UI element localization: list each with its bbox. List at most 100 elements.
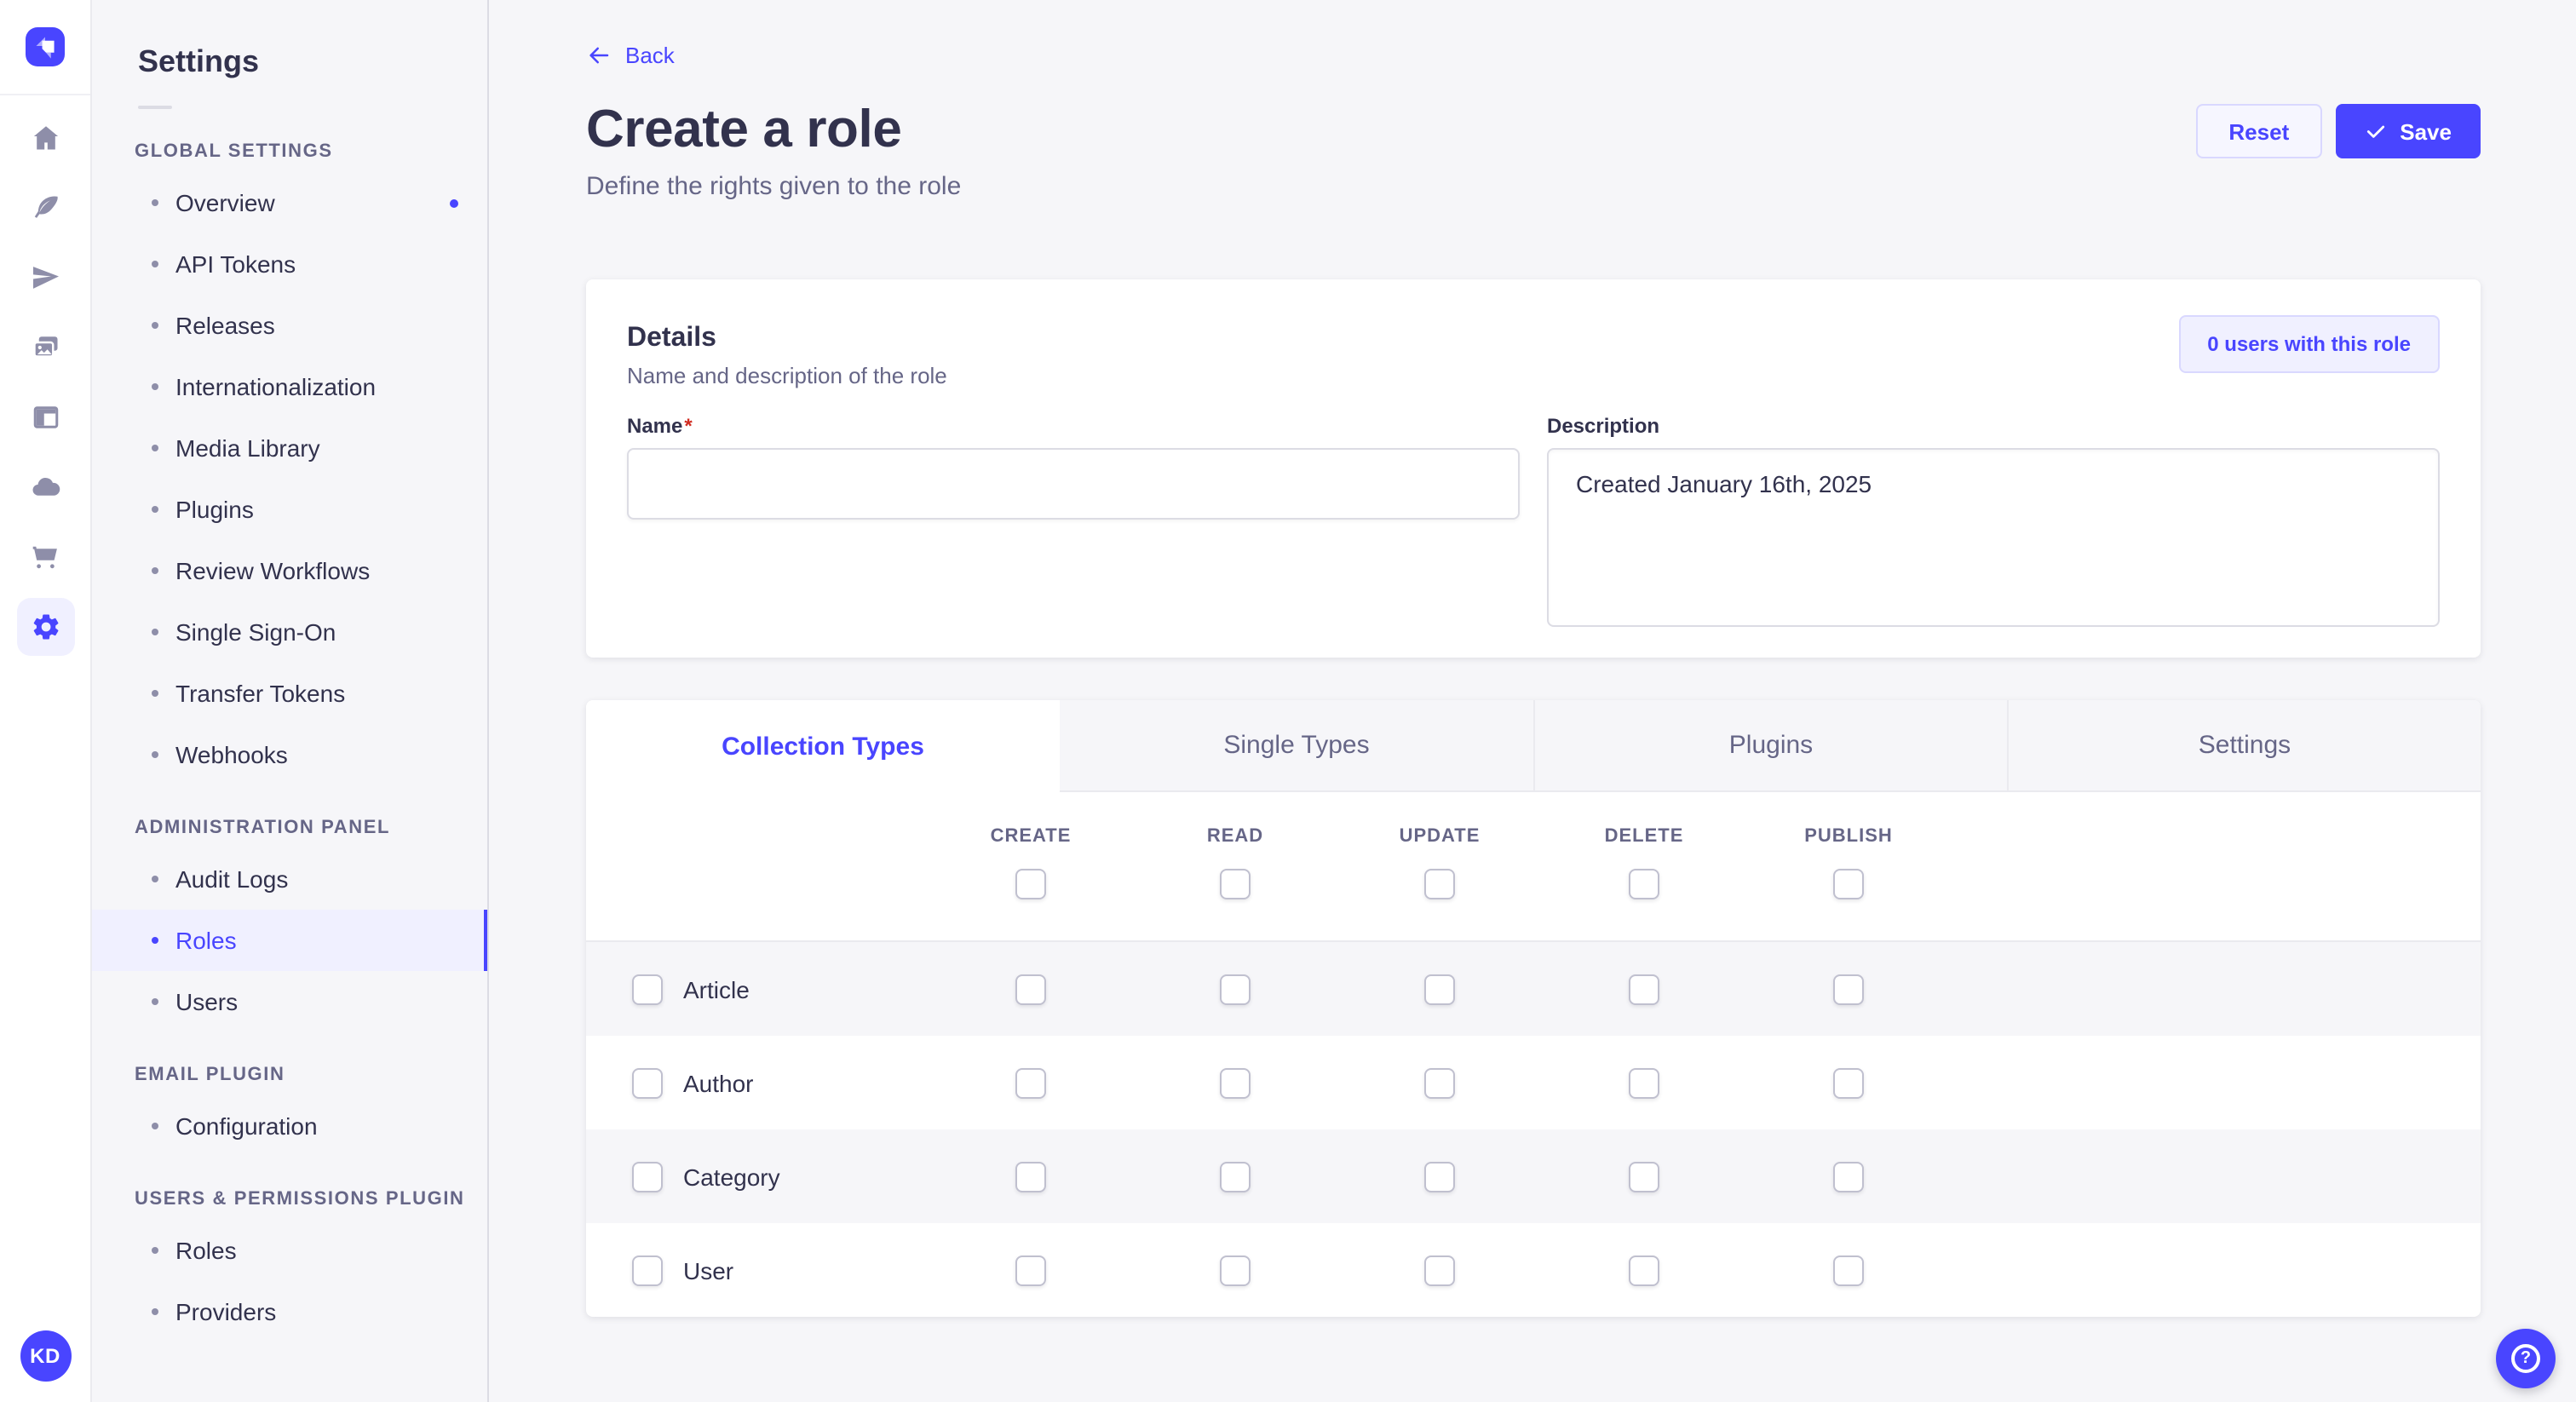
section-administration-panel: ADMINISTRATION PANEL Audit Logs Roles Us… <box>92 818 487 1032</box>
sidebar-item-label: Internationalization <box>175 373 377 400</box>
sidebar-item-label: Configuration <box>175 1112 318 1140</box>
description-textarea[interactable]: Created January 16th, 2025 <box>1547 448 2440 627</box>
home-icon <box>32 126 58 150</box>
checkbox-article-publish[interactable] <box>1833 974 1864 1004</box>
sidebar-item-label: Roles <box>175 927 237 954</box>
rail-icon-list <box>16 109 74 656</box>
permissions-table-header: CREATE READ UPDATE DELETE PUBLISH <box>586 792 2481 942</box>
sidebar-item-review-workflows[interactable]: Review Workflows <box>92 540 487 601</box>
reset-button[interactable]: Reset <box>2196 104 2322 158</box>
select-all-delete-checkbox[interactable] <box>1629 869 1659 899</box>
checkbox-user-update[interactable] <box>1424 1255 1455 1285</box>
nav-settings-button[interactable] <box>16 598 74 656</box>
sidebar-item-transfer-tokens[interactable]: Transfer Tokens <box>92 663 487 724</box>
row-label: Article <box>683 975 750 1003</box>
bullet-icon <box>152 751 158 758</box>
checkbox-author-read[interactable] <box>1220 1067 1251 1098</box>
name-input[interactable] <box>627 448 1520 520</box>
nav-marketplace-button[interactable] <box>16 528 74 586</box>
sidebar-item-users[interactable]: Users <box>92 971 487 1032</box>
checkbox-author-update[interactable] <box>1424 1067 1455 1098</box>
checkbox-category-delete[interactable] <box>1629 1161 1659 1192</box>
checkbox-category-update[interactable] <box>1424 1161 1455 1192</box>
nav-cloud-button[interactable] <box>16 458 74 516</box>
checkbox-category-read[interactable] <box>1220 1161 1251 1192</box>
sidebar-item-label: Single Sign-On <box>175 618 336 646</box>
nav-rail: KD <box>0 0 92 1402</box>
sidebar-item-internationalization[interactable]: Internationalization <box>92 356 487 417</box>
checkbox-category-create[interactable] <box>1015 1161 1046 1192</box>
checkbox-user-publish[interactable] <box>1833 1255 1864 1285</box>
nav-home-button[interactable] <box>16 109 74 167</box>
nav-media-button[interactable] <box>16 319 74 376</box>
back-link[interactable]: Back <box>586 43 675 68</box>
user-avatar[interactable]: KD <box>20 1330 71 1382</box>
cloud-icon <box>32 477 60 496</box>
section-heading: ADMINISTRATION PANEL <box>135 818 391 838</box>
select-all-update-checkbox[interactable] <box>1424 869 1455 899</box>
nav-releases-button[interactable] <box>16 249 74 307</box>
sidebar-item-single-sign-on[interactable]: Single Sign-On <box>92 601 487 663</box>
sidebar-item-configuration[interactable]: Configuration <box>92 1095 487 1157</box>
sidebar-item-webhooks[interactable]: Webhooks <box>92 724 487 785</box>
bullet-icon <box>152 1308 158 1315</box>
checkbox-article-read[interactable] <box>1220 974 1251 1004</box>
bullet-icon <box>152 445 158 451</box>
tab-single-types[interactable]: Single Types <box>1060 700 1533 792</box>
row-select-article-checkbox[interactable] <box>632 974 663 1004</box>
details-card: Details Name and description of the role… <box>586 279 2481 658</box>
checkbox-user-create[interactable] <box>1015 1255 1046 1285</box>
checkbox-user-delete[interactable] <box>1629 1255 1659 1285</box>
select-all-create-checkbox[interactable] <box>1015 869 1046 899</box>
tab-settings[interactable]: Settings <box>2007 700 2481 792</box>
tab-plugins[interactable]: Plugins <box>1533 700 2007 792</box>
row-select-category-checkbox[interactable] <box>632 1161 663 1192</box>
checkbox-category-publish[interactable] <box>1833 1161 1864 1192</box>
checkbox-author-delete[interactable] <box>1629 1067 1659 1098</box>
checkbox-article-update[interactable] <box>1424 974 1455 1004</box>
bullet-icon <box>152 567 158 574</box>
row-label: User <box>683 1256 734 1284</box>
checkbox-user-read[interactable] <box>1220 1255 1251 1285</box>
description-label-text: Description <box>1547 414 1660 438</box>
feather-icon <box>33 196 57 218</box>
sidebar-item-label: Providers <box>175 1298 277 1325</box>
select-all-read-checkbox[interactable] <box>1220 869 1251 899</box>
checkbox-author-create[interactable] <box>1015 1067 1046 1098</box>
sidebar-item-audit-logs[interactable]: Audit Logs <box>92 848 487 910</box>
users-with-role-button[interactable]: 0 users with this role <box>2178 315 2440 373</box>
gear-icon <box>32 614 58 640</box>
sidebar-item-overview[interactable]: Overview <box>92 172 487 233</box>
tab-collection-types[interactable]: Collection Types <box>586 700 1060 792</box>
description-label: Description <box>1547 414 2440 438</box>
row-select-author-checkbox[interactable] <box>632 1067 663 1098</box>
checkbox-article-create[interactable] <box>1015 974 1046 1004</box>
sidebar-item-releases[interactable]: Releases <box>92 295 487 356</box>
permissions-table-body: Article Author <box>586 942 2481 1317</box>
required-asterisk: * <box>684 414 693 438</box>
help-button[interactable]: ? <box>2496 1329 2556 1388</box>
column-header-delete: DELETE <box>1604 826 1684 847</box>
section-email-plugin: EMAIL PLUGIN Configuration <box>92 1065 487 1157</box>
sidebar-item-label: Roles <box>175 1237 237 1264</box>
table-row-author: Author <box>586 1036 2481 1129</box>
nav-content-manager-button[interactable] <box>16 388 74 446</box>
nav-content-button[interactable] <box>16 179 74 237</box>
select-all-publish-checkbox[interactable] <box>1833 869 1864 899</box>
sidebar-item-up-roles[interactable]: Roles <box>92 1220 487 1281</box>
sidebar-item-roles[interactable]: Roles <box>92 910 487 971</box>
bullet-icon <box>152 1247 158 1254</box>
strapi-logo[interactable] <box>26 27 65 66</box>
checkbox-article-delete[interactable] <box>1629 974 1659 1004</box>
row-select-user-checkbox[interactable] <box>632 1255 663 1285</box>
sidebar-item-plugins[interactable]: Plugins <box>92 479 487 540</box>
sidebar-item-api-tokens[interactable]: API Tokens <box>92 233 487 295</box>
save-button[interactable]: Save <box>2335 104 2481 158</box>
sidebar-item-providers[interactable]: Providers <box>92 1281 487 1342</box>
column-header-update: UPDATE <box>1399 826 1481 847</box>
checkbox-author-publish[interactable] <box>1833 1067 1864 1098</box>
notification-dot <box>450 198 458 207</box>
sidebar-item-media-library[interactable]: Media Library <box>92 417 487 479</box>
header-actions: Reset Save <box>2196 101 2481 158</box>
